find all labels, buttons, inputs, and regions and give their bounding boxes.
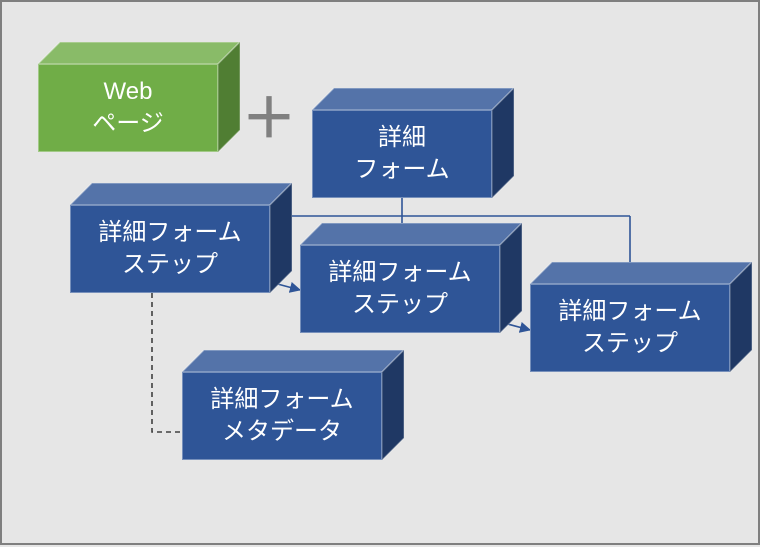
node-front: 詳細フォームステップ: [300, 245, 500, 333]
plus-glyph: ＋: [242, 89, 296, 149]
node-label-line1: 詳細フォーム: [558, 296, 701, 328]
node-label-line1: 詳細フォーム: [98, 217, 241, 249]
node-front: Webページ: [38, 64, 218, 152]
node-metadata: 詳細フォームメタデータ: [182, 350, 404, 460]
node-label-line2: ページ: [92, 108, 164, 140]
node-label-line2: メタデータ: [222, 416, 342, 448]
node-front: 詳細フォームメタデータ: [182, 372, 382, 460]
node-label-line2: ステップ: [122, 249, 218, 281]
node-front: 詳細フォームステップ: [70, 205, 270, 293]
node-label-line1: 詳細フォーム: [328, 257, 471, 289]
node-front: 詳細フォームステップ: [530, 284, 730, 372]
node-step-3: 詳細フォームステップ: [530, 262, 752, 372]
node-label-line2: ステップ: [582, 328, 678, 360]
edge-step1-to-metadata: [152, 293, 182, 432]
node-front: 詳細フォーム: [312, 110, 492, 198]
node-step-1: 詳細フォームステップ: [70, 183, 292, 293]
node-web-page: Webページ: [38, 42, 240, 152]
node-label-line1: Web: [104, 76, 153, 108]
node-detail-form: 詳細フォーム: [312, 88, 514, 198]
node-step-2: 詳細フォームステップ: [300, 223, 522, 333]
plus-icon: ＋: [242, 92, 296, 146]
node-label-line2: ステップ: [352, 289, 448, 321]
node-label-line2: フォーム: [354, 154, 449, 186]
node-label-line1: 詳細: [378, 122, 426, 154]
node-label-line1: 詳細フォーム: [210, 384, 353, 416]
